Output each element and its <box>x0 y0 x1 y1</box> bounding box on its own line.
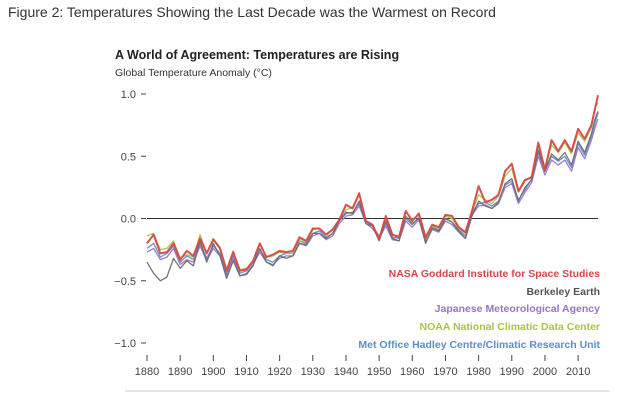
chart-title: A World of Agreement: Temperatures are R… <box>115 48 400 62</box>
y-tick-label-1: 0.5 <box>121 151 136 163</box>
x-tick-label-12: 2000 <box>533 366 557 378</box>
legend-item-hadcrut: Met Office Hadley Centre/Climatic Resear… <box>358 338 600 351</box>
x-tick-label-11: 1990 <box>500 366 524 378</box>
figure-caption: Figure 2: Temperatures Showing the Last … <box>8 4 496 20</box>
x-tick-label-10: 1980 <box>466 366 490 378</box>
y-axis-label: Global Temperature Anomaly (°C) <box>115 67 272 79</box>
x-tick-label-1: 1890 <box>168 366 192 378</box>
y-tick-label-2: 0.0 <box>121 214 136 226</box>
series-line-nasa-goddard-institute-for-space-studies <box>146 94 599 272</box>
x-tick-label-5: 1930 <box>301 366 325 378</box>
series-line-noaa-national-climatic-data-center <box>146 102 599 271</box>
series-line-japanese-meteorological-agency <box>146 118 599 278</box>
x-tick-label-8: 1960 <box>400 366 424 378</box>
x-tick-label-13: 2010 <box>566 366 590 378</box>
x-tick-label-0: 1880 <box>135 366 159 378</box>
x-tick-label-7: 1950 <box>367 366 391 378</box>
y-tick-label-4: −1.0 <box>114 338 136 350</box>
legend-item-jma: Japanese Meteorological Agency <box>434 303 600 316</box>
x-tick-label-6: 1940 <box>334 366 358 378</box>
legend-item-berkeley: Berkeley Earth <box>526 285 600 298</box>
legend-item-nasa: NASA Goddard Institute for Space Studies <box>388 268 600 280</box>
x-tick-label-2: 1900 <box>201 366 225 378</box>
x-tick-label-4: 1920 <box>267 366 291 378</box>
legend: NASA Goddard Institute for Space Studies… <box>358 266 600 355</box>
y-tick-label-0: 1.0 <box>121 89 136 101</box>
x-tick-label-9: 1970 <box>433 366 457 378</box>
legend-item-noaa: NOAA National Climatic Data Center <box>419 321 600 334</box>
x-tick-label-3: 1910 <box>234 366 258 378</box>
series-line-berkeley-earth <box>146 111 599 282</box>
y-tick-label-3: −0.5 <box>114 276 136 288</box>
